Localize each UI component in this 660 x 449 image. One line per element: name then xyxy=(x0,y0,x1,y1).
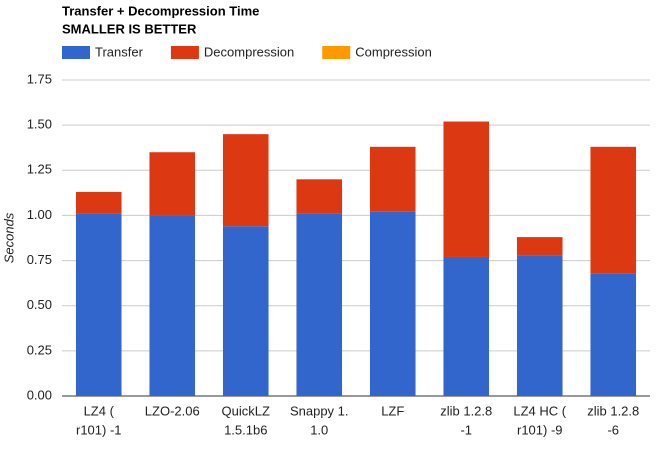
bar-segment xyxy=(516,237,563,256)
y-tick-label: 0.00 xyxy=(27,387,52,402)
y-tick-label: 1.00 xyxy=(27,207,52,222)
bar-segment xyxy=(222,134,269,227)
bar-segment xyxy=(590,146,637,274)
x-tick-label: LZ4 HC ( xyxy=(513,403,566,418)
bar-segment xyxy=(443,256,490,396)
legend-swatch xyxy=(170,46,199,59)
legend-label: Decompression xyxy=(204,44,294,59)
bar-segment xyxy=(369,146,416,212)
x-tick-label: LZ4 ( xyxy=(84,403,115,418)
bar-segment xyxy=(296,179,343,214)
x-tick-label: Snappy 1. xyxy=(290,403,349,418)
x-tick-label: 1.5.1b6 xyxy=(224,422,267,437)
x-tick-label: QuickLZ xyxy=(222,403,270,418)
x-tick-label: 1.0 xyxy=(310,422,328,437)
y-axis-title: Seconds xyxy=(1,212,16,263)
x-tick-label: LZF xyxy=(381,403,404,418)
legend-label: Compression xyxy=(355,44,432,59)
bar-segment xyxy=(75,213,122,396)
y-tick-label: 1.25 xyxy=(27,162,52,177)
bar-segment xyxy=(369,211,416,396)
chart-subtitle: SMALLER IS BETTER xyxy=(62,21,197,36)
x-tick-label: -6 xyxy=(607,422,619,437)
bar-segment xyxy=(222,226,269,396)
bar-segment xyxy=(296,213,343,396)
legend-swatch xyxy=(62,46,90,59)
bar-segment xyxy=(590,273,637,396)
x-tick-label: zlib 1.2.8 xyxy=(587,403,639,418)
bar-segment xyxy=(149,215,196,396)
y-tick-label: 0.75 xyxy=(27,252,52,267)
x-tick-label: -1 xyxy=(460,422,472,437)
x-tick-label: r101) -1 xyxy=(76,422,122,437)
y-tick-label: 0.25 xyxy=(27,342,52,357)
x-tick-label: r101) -9 xyxy=(517,422,563,437)
chart-title: Transfer + Decompression Time xyxy=(62,3,259,18)
bar-segment xyxy=(149,152,196,216)
y-tick-label: 0.50 xyxy=(27,297,52,312)
legend-label: Transfer xyxy=(95,44,144,59)
legend-swatch xyxy=(322,46,351,59)
y-tick-label: 1.75 xyxy=(27,71,52,86)
bar-segment xyxy=(443,121,490,257)
bar-segment xyxy=(75,191,122,214)
x-tick-label: zlib 1.2.8 xyxy=(440,403,492,418)
bar-segment xyxy=(516,255,563,396)
x-tick-label: LZO-2.06 xyxy=(145,403,200,418)
y-tick-label: 1.50 xyxy=(27,117,52,132)
